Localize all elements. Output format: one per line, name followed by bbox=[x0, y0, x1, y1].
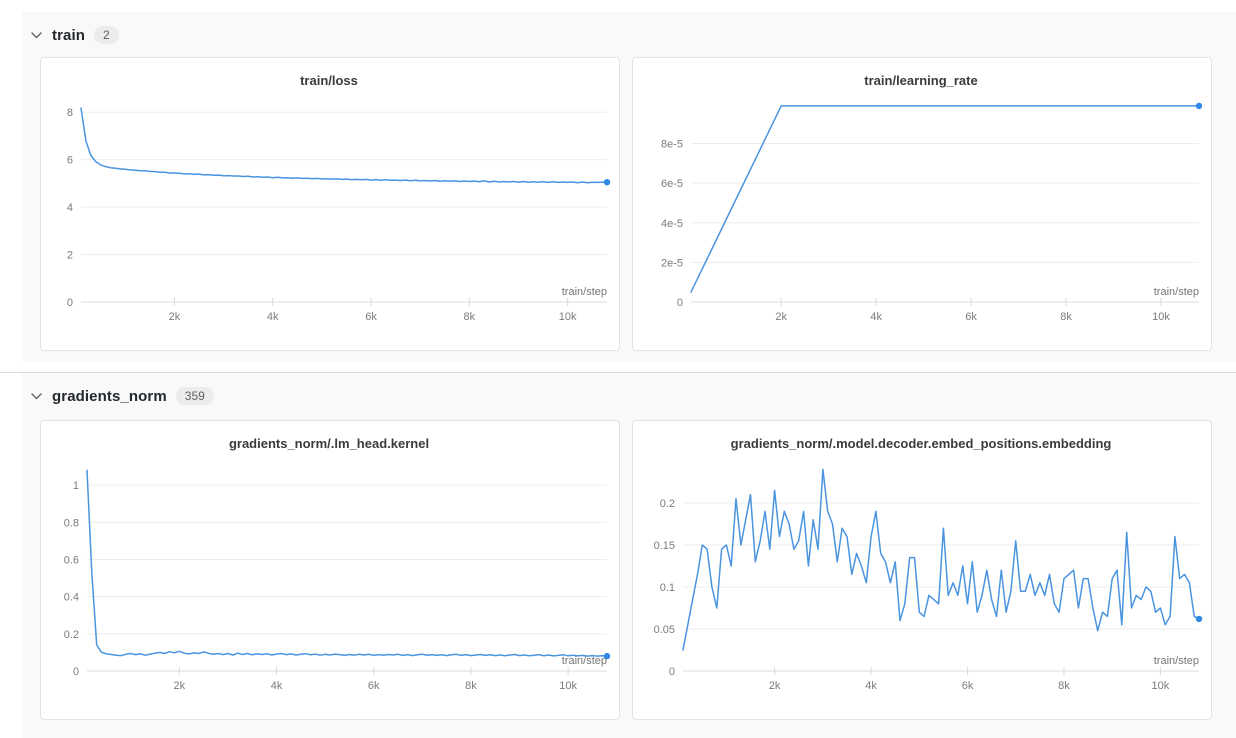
series-end-dot bbox=[1195, 615, 1203, 623]
x-tick-label: 4k bbox=[870, 311, 882, 323]
x-tick-label: 10k bbox=[559, 311, 577, 323]
x-tick-label: 4k bbox=[271, 680, 283, 692]
chart-title: gradients_norm/.lm_head.kernel bbox=[229, 436, 429, 451]
panel-count-badge: 359 bbox=[175, 387, 214, 405]
y-tick-label: 0 bbox=[669, 666, 675, 678]
chevron-down-icon[interactable] bbox=[29, 389, 43, 403]
x-axis-label: train/step bbox=[562, 655, 607, 667]
x-tick-label: 6k bbox=[365, 311, 377, 323]
section-gradients-norm: gradients_norm 359 0 0.2 0.4 0.6 0.8 1 2k 4k 6k 8… bbox=[22, 373, 1236, 738]
chart-panel-lm-head-kernel[interactable]: 0 0.2 0.4 0.6 0.8 1 2k 4k 6k 8k 10k train/step gradi… bbox=[40, 420, 620, 720]
x-tick-label: 8k bbox=[1060, 311, 1072, 323]
y-tick-label: 0 bbox=[677, 297, 683, 309]
chart-title: train/learning_rate bbox=[864, 73, 977, 88]
y-tick-label: 0.15 bbox=[654, 540, 675, 552]
section-title[interactable]: gradients_norm bbox=[52, 387, 167, 405]
line-chart-canvas[interactable]: 0 0.2 0.4 0.6 0.8 1 2k 4k 6k 8k 10k train/step gradi… bbox=[41, 421, 617, 717]
line-chart-canvas[interactable]: 0 2 4 6 8 2k 4k 6k 8k 10k train/step train/loss bbox=[41, 58, 617, 348]
chart-title: train/loss bbox=[300, 73, 358, 88]
x-tick-label: 10k bbox=[1152, 311, 1170, 323]
x-tick-label: 2k bbox=[169, 311, 181, 323]
y-tick-label: 8e-5 bbox=[661, 139, 683, 151]
x-tick-label: 8k bbox=[464, 311, 476, 323]
y-tick-label: 1 bbox=[73, 480, 79, 492]
y-tick-label: 2 bbox=[67, 250, 73, 262]
section-title[interactable]: train bbox=[52, 26, 86, 44]
y-tick-label: 4 bbox=[67, 202, 73, 214]
y-tick-label: 0.2 bbox=[660, 498, 675, 510]
y-tick-label: 0.6 bbox=[64, 554, 79, 566]
chevron-down-icon[interactable] bbox=[29, 28, 43, 42]
chart-title: gradients_norm/.model.decoder.embed_posi… bbox=[731, 436, 1112, 451]
x-tick-label: 4k bbox=[865, 680, 877, 692]
series-end-dot bbox=[603, 652, 611, 660]
x-axis-label: train/step bbox=[1154, 655, 1199, 667]
series-line bbox=[682, 468, 1200, 651]
x-tick-label: 4k bbox=[267, 311, 279, 323]
x-axis-label: train/step bbox=[562, 286, 607, 298]
y-tick-label: 0.8 bbox=[64, 517, 79, 529]
section-train-header[interactable]: train 2 bbox=[22, 12, 1236, 47]
chart-panel-embed-positions-embedding[interactable]: 0 0.05 0.1 0.15 0.2 2k 4k 6k 8k 10k train/step grad… bbox=[632, 420, 1212, 720]
chart-panel-train-loss[interactable]: 0 2 4 6 8 2k 4k 6k 8k 10k train/step train/loss bbox=[40, 57, 620, 351]
series-line bbox=[690, 105, 1200, 293]
x-tick-label: 2k bbox=[769, 680, 781, 692]
x-tick-label: 6k bbox=[962, 680, 974, 692]
section-gradients-norm-header[interactable]: gradients_norm 359 bbox=[22, 373, 1236, 408]
x-tick-label: 6k bbox=[368, 680, 380, 692]
panel-count-badge: 2 bbox=[94, 26, 119, 44]
y-tick-label: 6e-5 bbox=[661, 178, 683, 190]
series-end-dot bbox=[1195, 102, 1203, 110]
series-line bbox=[80, 107, 608, 184]
x-tick-label: 6k bbox=[965, 311, 977, 323]
series-end-dot bbox=[603, 179, 611, 186]
x-tick-label: 10k bbox=[559, 680, 577, 692]
line-chart-canvas[interactable]: 0 2e-5 4e-5 6e-5 8e-5 2k 4k 6k 8k 10k train/step tr… bbox=[633, 58, 1209, 348]
y-tick-label: 2e-5 bbox=[661, 257, 683, 269]
x-axis-label: train/step bbox=[1154, 286, 1199, 298]
y-tick-label: 0.4 bbox=[64, 592, 79, 604]
chart-panel-train-learning-rate[interactable]: 0 2e-5 4e-5 6e-5 8e-5 2k 4k 6k 8k 10k train/step tr… bbox=[632, 57, 1212, 351]
line-chart-canvas[interactable]: 0 0.05 0.1 0.15 0.2 2k 4k 6k 8k 10k train/step grad… bbox=[633, 421, 1209, 717]
y-tick-label: 0 bbox=[67, 297, 73, 309]
section-train: train 2 0 2 4 6 8 2k 4k 6k 8k 10k train/step train/… bbox=[22, 12, 1236, 362]
y-tick-label: 0.05 bbox=[654, 624, 675, 636]
section-divider bbox=[0, 372, 1236, 373]
series-line bbox=[86, 469, 608, 657]
y-tick-label: 8 bbox=[67, 107, 73, 119]
x-tick-label: 2k bbox=[775, 311, 787, 323]
y-tick-label: 6 bbox=[67, 155, 73, 167]
x-tick-label: 2k bbox=[174, 680, 186, 692]
x-tick-label: 10k bbox=[1152, 680, 1170, 692]
y-tick-label: 0.2 bbox=[64, 629, 79, 641]
y-tick-label: 0.1 bbox=[660, 582, 675, 594]
y-tick-label: 4e-5 bbox=[661, 218, 683, 230]
x-tick-label: 8k bbox=[465, 680, 477, 692]
x-tick-label: 8k bbox=[1058, 680, 1070, 692]
y-tick-label: 0 bbox=[73, 666, 79, 678]
